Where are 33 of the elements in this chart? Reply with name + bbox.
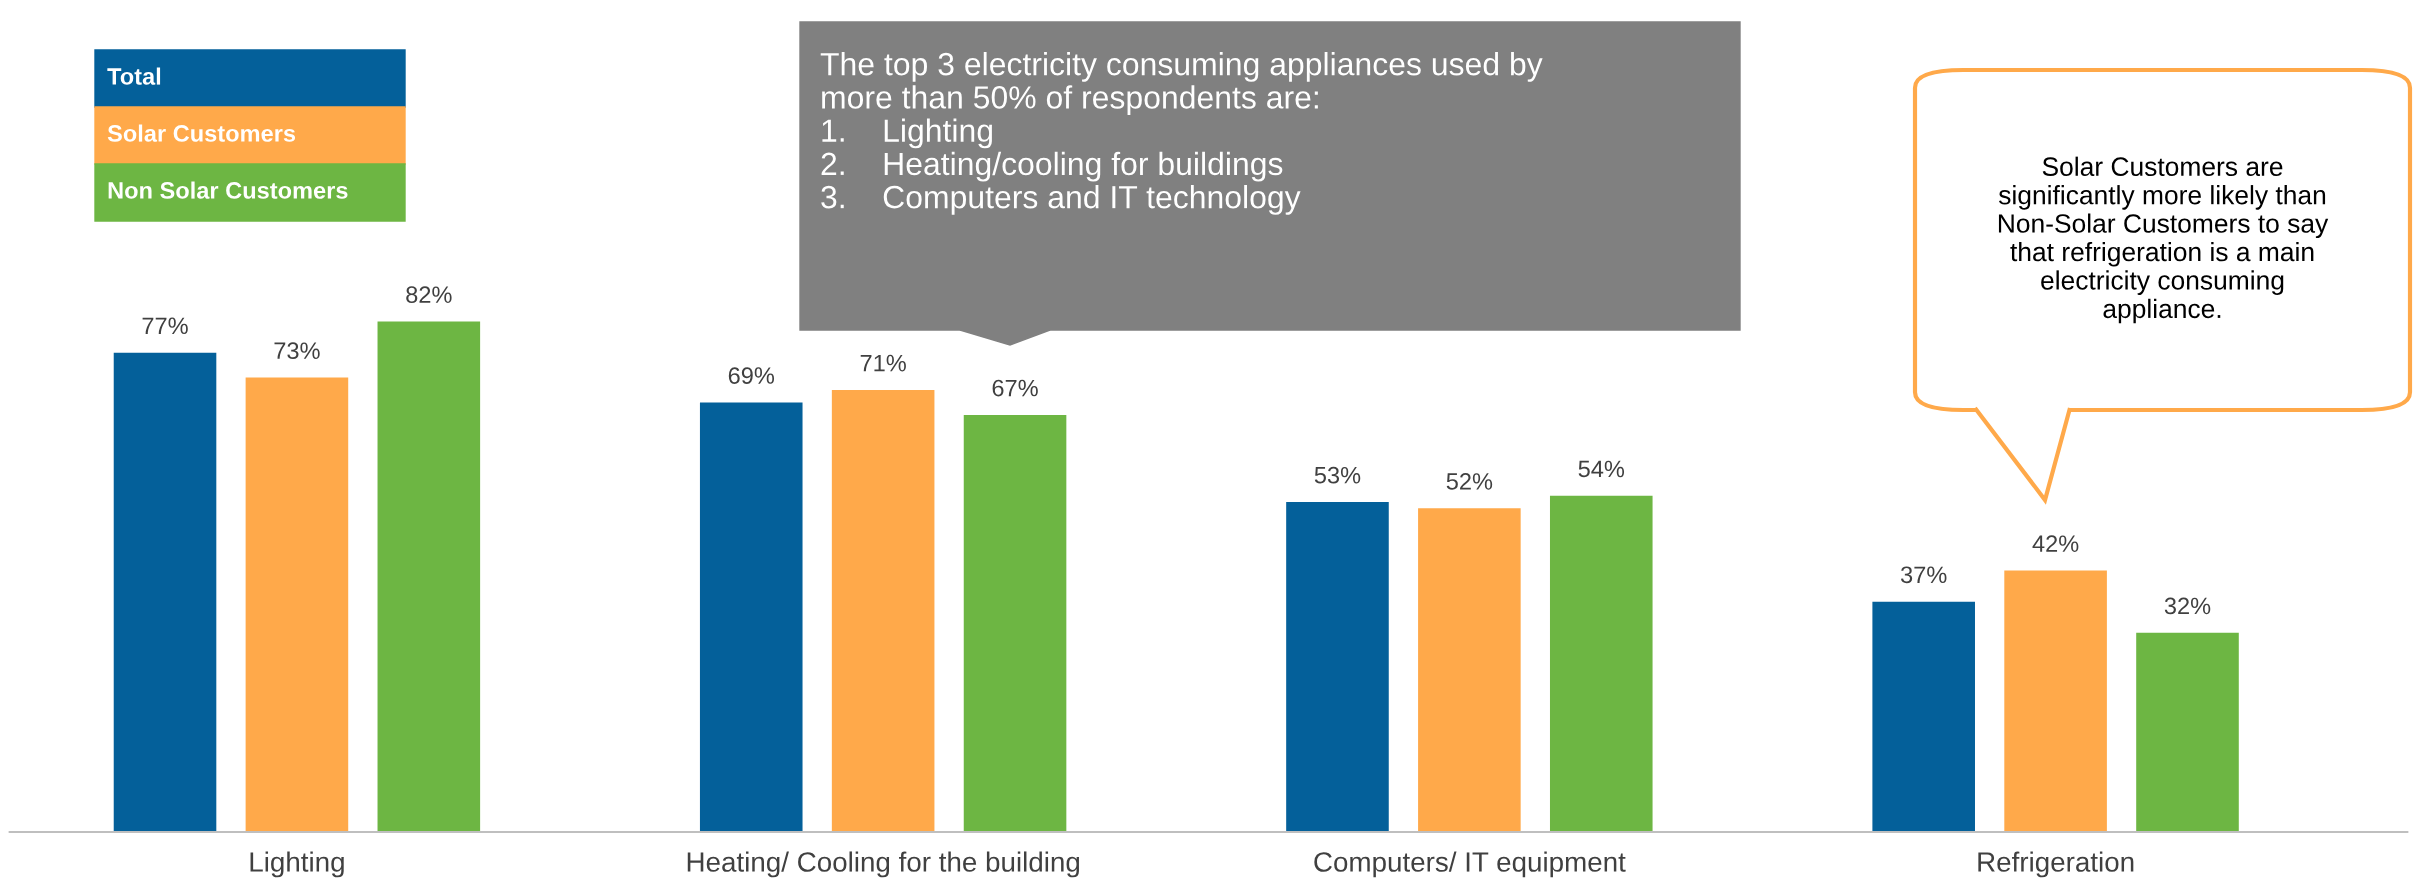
x-tick-label: Refrigeration	[1978, 851, 2134, 878]
data-label: 67%	[992, 379, 1038, 397]
data-label: 37%	[1900, 566, 1947, 584]
data-label: 71%	[860, 354, 906, 372]
bar	[699, 402, 803, 832]
data-label: 69%	[728, 367, 775, 384]
x-tick-label: Lighting	[250, 851, 344, 878]
data-label: 32%	[2164, 597, 2211, 615]
data-label: 77%	[142, 317, 188, 335]
data-label: 73%	[274, 342, 320, 360]
bar	[1418, 508, 1521, 832]
bar	[1872, 601, 1975, 832]
bar	[1286, 502, 1389, 832]
bar	[2004, 570, 2107, 832]
data-label: 53%	[1314, 466, 1361, 484]
x-tick-label: Heating/ Cooling for the building	[687, 851, 1080, 878]
text: Total	[107, 67, 161, 85]
data-label: 42%	[2032, 535, 2079, 552]
bar	[1549, 495, 1653, 832]
text: The top 3 electricity consuming appliances used by more than 50% of respondents are: 1. Lighting 2. Heating/cooling for buildings 3. Computers and IT technology	[820, 52, 1543, 215]
bar	[831, 390, 935, 832]
bar	[245, 377, 349, 832]
text: Non Solar Customers	[108, 181, 348, 199]
x-tick-label: Computers/ IT equipment	[1314, 851, 1626, 878]
bar	[377, 321, 481, 832]
data-label: 54%	[1578, 460, 1625, 478]
bar	[963, 414, 1067, 832]
text: Solar Customers	[107, 124, 296, 142]
bar	[2136, 632, 2239, 832]
annotation: Solar Customers are significantly more likely than Non-Solar Customers to say that refrigeration is a main electricity consuming appliance.	[1998, 156, 2329, 324]
data-label: 52%	[1446, 473, 1493, 490]
bar	[113, 352, 217, 832]
data-label: 82%	[406, 286, 452, 304]
